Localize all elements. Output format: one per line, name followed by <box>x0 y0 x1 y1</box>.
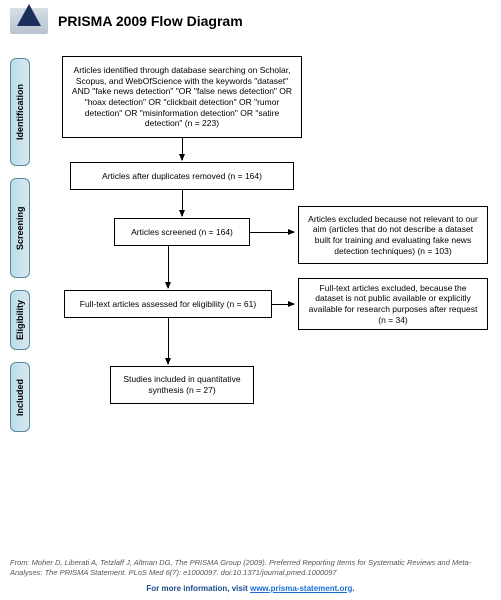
box-included: Studies included in quantitative synthes… <box>110 366 254 404</box>
footer: From: Moher D, Liberati A, Tetzlaff J, A… <box>10 558 491 594</box>
box-excluded-relevance: Articles excluded because not relevant t… <box>298 206 488 264</box>
arrow <box>272 304 294 305</box>
page-title: PRISMA 2009 Flow Diagram <box>58 13 243 29</box>
box-duplicates-removed: Articles after duplicates removed (n = 1… <box>70 162 294 190</box>
arrow <box>182 190 183 216</box>
more-info-suffix: . <box>352 584 354 593</box>
stage-identification: Identification <box>10 58 30 166</box>
stage-eligibility: Eligibility <box>10 290 30 350</box>
box-fulltext-assessed: Full-text articles assessed for eligibil… <box>64 290 272 318</box>
more-info-link[interactable]: www.prisma-statement.org <box>250 584 352 593</box>
arrow <box>168 318 169 364</box>
stage-screening: Screening <box>10 178 30 278</box>
arrow <box>250 232 294 233</box>
box-screened: Articles screened (n = 164) <box>114 218 250 246</box>
box-identified: Articles identified through database sea… <box>62 56 302 138</box>
header: PRISMA 2009 Flow Diagram <box>0 0 501 38</box>
arrow <box>168 246 169 288</box>
stage-included: Included <box>10 362 30 432</box>
prisma-logo-icon <box>10 8 48 34</box>
citation-text: From: Moher D, Liberati A, Tetzlaff J, A… <box>10 558 491 578</box>
more-info: For more information, visit www.prisma-s… <box>10 584 491 594</box>
flow-canvas: Identification Screening Eligibility Inc… <box>0 38 501 568</box>
box-fulltext-excluded: Full-text articles excluded, because the… <box>298 278 488 330</box>
more-info-prefix: For more information, visit <box>146 584 250 593</box>
arrow <box>182 138 183 160</box>
